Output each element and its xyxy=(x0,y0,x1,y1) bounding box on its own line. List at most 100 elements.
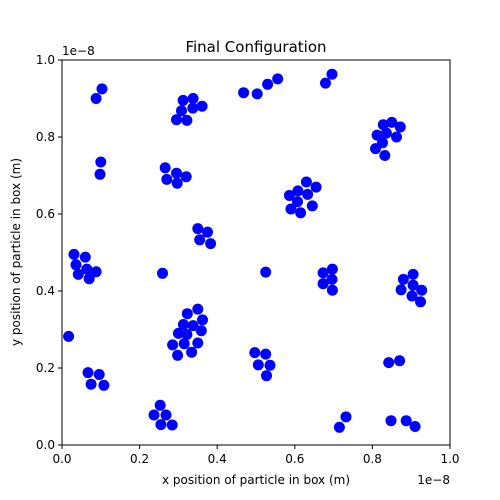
data-point-90 xyxy=(154,399,166,411)
data-point-3 xyxy=(187,93,199,104)
data-point-24 xyxy=(95,156,107,168)
data-point-29 xyxy=(171,177,183,189)
data-point-73 xyxy=(195,325,207,337)
data-point-68 xyxy=(197,314,208,326)
plot-frame xyxy=(61,59,451,446)
data-point-85 xyxy=(394,355,406,367)
data-point-48 xyxy=(90,266,102,278)
data-point-96 xyxy=(333,421,345,433)
data-point-27 xyxy=(161,173,173,185)
data-point-91 xyxy=(148,409,160,421)
chart-title: Final Configuration xyxy=(185,38,326,56)
data-point-42 xyxy=(194,234,206,246)
data-point-79 xyxy=(249,347,261,359)
data-point-23 xyxy=(379,150,391,161)
x-tick-label-2: 0.4 xyxy=(208,452,227,466)
data-point-47 xyxy=(81,263,93,275)
data-point-76 xyxy=(167,339,179,351)
y-tick-label-4: 0.8 xyxy=(36,130,55,144)
data-point-44 xyxy=(68,248,80,260)
x-tick-label-5: 1.0 xyxy=(440,452,459,466)
data-point-69 xyxy=(177,319,189,330)
data-point-61 xyxy=(395,284,407,296)
data-point-88 xyxy=(85,378,97,390)
data-point-63 xyxy=(416,284,428,296)
data-point-39 xyxy=(306,200,318,212)
data-point-36 xyxy=(292,196,303,208)
data-point-4 xyxy=(171,114,182,126)
x-tick-label-4: 0.8 xyxy=(363,452,382,466)
data-point-56 xyxy=(317,278,329,290)
data-point-37 xyxy=(285,203,297,215)
data-point-22 xyxy=(370,143,381,155)
x-tick-label-1: 0.2 xyxy=(130,452,149,466)
data-point-7 xyxy=(187,102,199,114)
data-point-43 xyxy=(205,238,217,250)
data-point-93 xyxy=(155,419,167,431)
data-point-40 xyxy=(192,223,204,235)
data-point-82 xyxy=(264,359,276,371)
data-point-51 xyxy=(157,267,168,279)
data-point-54 xyxy=(326,263,338,275)
y-tick-label-5: 1.0 xyxy=(36,53,55,67)
data-point-52 xyxy=(260,266,272,278)
y-tick-label-0: 0.0 xyxy=(36,438,55,452)
data-point-75 xyxy=(178,338,190,350)
points-layer xyxy=(63,68,428,433)
data-point-98 xyxy=(400,415,412,427)
data-point-80 xyxy=(260,348,272,360)
data-point-26 xyxy=(159,162,171,174)
data-point-50 xyxy=(83,273,95,285)
data-point-31 xyxy=(300,176,312,188)
data-point-59 xyxy=(397,273,409,285)
data-point-11 xyxy=(262,78,274,90)
data-point-57 xyxy=(326,284,338,296)
data-point-53 xyxy=(317,267,329,279)
data-point-41 xyxy=(202,226,213,238)
data-point-58 xyxy=(407,268,419,280)
data-point-18 xyxy=(371,129,383,141)
data-point-16 xyxy=(386,116,398,128)
data-point-45 xyxy=(79,251,91,263)
data-point-77 xyxy=(186,346,198,358)
y-tick-label-3: 0.6 xyxy=(36,207,55,221)
data-point-74 xyxy=(192,337,204,349)
data-point-10 xyxy=(251,88,263,100)
data-point-19 xyxy=(380,127,392,139)
data-point-6 xyxy=(176,105,187,117)
data-point-94 xyxy=(166,419,178,431)
data-point-66 xyxy=(192,303,204,315)
data-point-9 xyxy=(238,87,250,99)
data-point-95 xyxy=(340,411,352,423)
data-point-62 xyxy=(406,290,418,302)
data-point-60 xyxy=(407,279,419,291)
y-offset-label: 1e−8 xyxy=(62,44,95,58)
data-point-81 xyxy=(252,359,264,371)
data-point-28 xyxy=(171,167,182,179)
x-axis-ticks: 0.0 0.2 0.4 0.6 0.8 1.0 xyxy=(52,445,460,466)
data-point-97 xyxy=(385,415,397,427)
data-point-8 xyxy=(196,100,208,112)
data-point-20 xyxy=(391,131,402,143)
data-point-14 xyxy=(326,68,338,80)
data-point-13 xyxy=(320,77,331,89)
data-point-70 xyxy=(187,320,199,332)
y-tick-label-1: 0.2 xyxy=(36,361,55,375)
data-point-65 xyxy=(63,330,75,342)
y-tick-label-2: 0.4 xyxy=(36,284,55,298)
data-point-1 xyxy=(96,83,108,95)
data-point-38 xyxy=(295,207,307,219)
data-point-34 xyxy=(302,188,314,200)
data-point-89 xyxy=(98,379,110,391)
data-point-92 xyxy=(160,409,172,421)
data-point-87 xyxy=(93,369,105,380)
y-axis-label: y position of particle in box (m) xyxy=(9,158,23,346)
data-point-72 xyxy=(181,329,193,340)
data-point-86 xyxy=(82,367,94,379)
data-point-30 xyxy=(180,171,192,183)
x-offset-label: 1e−8 xyxy=(417,473,450,487)
data-point-55 xyxy=(326,273,338,285)
data-point-67 xyxy=(181,308,193,320)
data-point-32 xyxy=(310,181,322,193)
